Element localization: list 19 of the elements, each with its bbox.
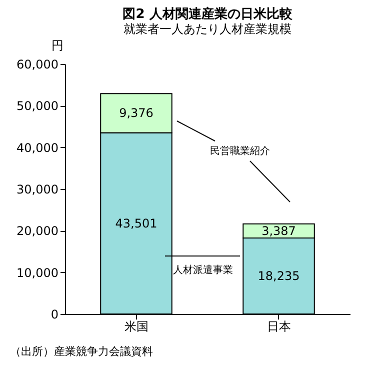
y-tick-label: 60,000 (16, 58, 58, 72)
y-tick-label: 50,000 (16, 99, 58, 114)
y-tick-label: 30,000 (16, 182, 58, 196)
data-label: 43,501 (115, 216, 158, 230)
chart-subtitle: 就業者一人あたり人材産業規模 (124, 22, 292, 36)
chart-title: 図2 人材関連産業の日米比較 (122, 6, 294, 22)
text: 民営職業紹介 (210, 145, 270, 157)
y-tick-label: 0 (50, 308, 58, 322)
x-tick-label: 米国 (124, 320, 148, 334)
y-tick-label: 10,000 (16, 266, 58, 280)
y-axis-title: 円 (52, 38, 64, 52)
x-tick-label: 日本 (266, 320, 291, 334)
y-tick-label: 20,000 (16, 224, 58, 238)
data-label: 3,387 (262, 224, 296, 238)
data-label: 18,235 (258, 269, 300, 284)
text: （出所）産業競争力会議資料 (10, 345, 153, 358)
y-tick-label: 40,000 (16, 140, 58, 155)
data-label: 9,376 (119, 106, 154, 120)
series-label: 人材派遣事業 (173, 264, 233, 276)
